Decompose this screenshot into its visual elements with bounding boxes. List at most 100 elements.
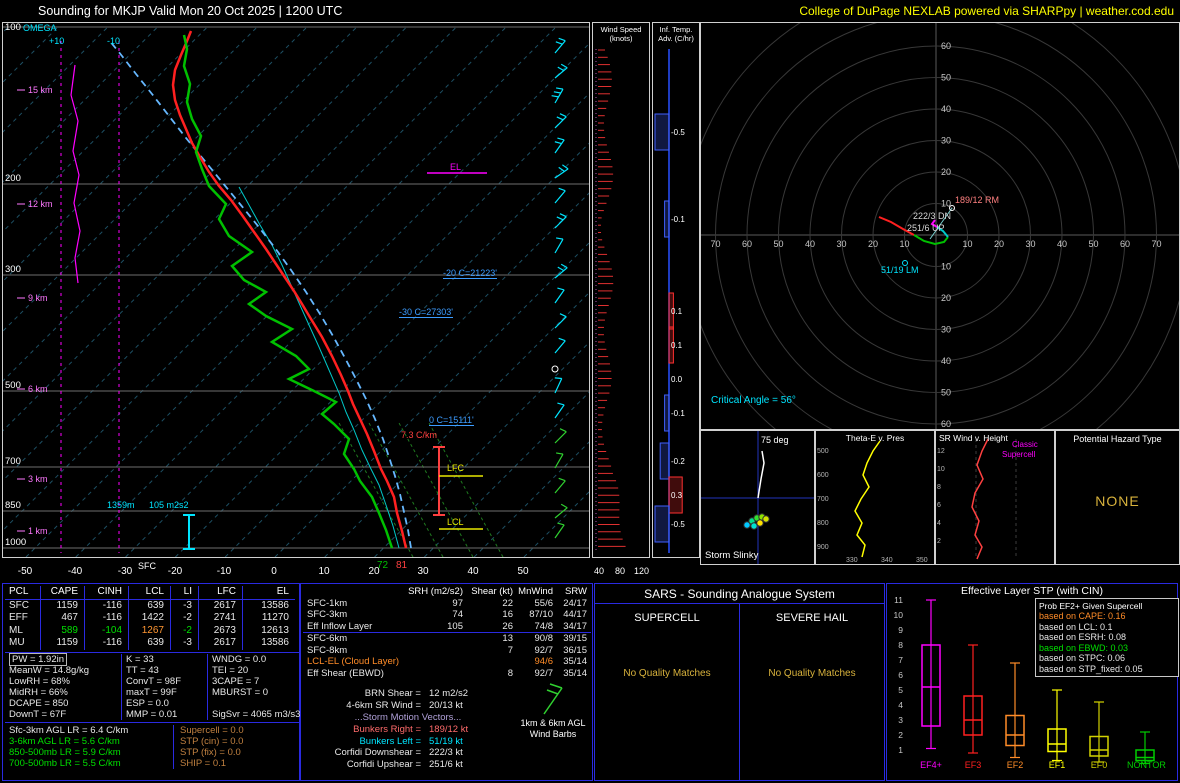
shear-value: 26 bbox=[502, 620, 513, 632]
shear-value: 8 bbox=[507, 667, 513, 679]
slinky-dot bbox=[750, 522, 758, 530]
parcel-value: -104 bbox=[85, 624, 129, 637]
hodograph-ring-label: 30 bbox=[1025, 239, 1035, 249]
storm-motion-label: 222/3 DN bbox=[913, 211, 951, 221]
hodograph-ring-label: 50 bbox=[1088, 239, 1098, 249]
srwind-y-tick: 2 bbox=[937, 538, 941, 545]
advection-value: -0.1 bbox=[671, 409, 685, 418]
hodograph-ring-label: 20 bbox=[868, 239, 878, 249]
parcel-header: EL bbox=[243, 586, 295, 600]
skewt-plot bbox=[3, 26, 589, 557]
advection-bar bbox=[668, 476, 683, 514]
hazard-title: Potential Hazard Type bbox=[1073, 434, 1162, 444]
index-value: TT = 43 bbox=[126, 665, 159, 676]
parcel-value: 1159 bbox=[41, 599, 85, 612]
temp-axis-label: 10 bbox=[318, 566, 330, 577]
indices-column: K = 33 TT = 43 ConvT = 98F maxT = 99F ESP = … bbox=[121, 654, 208, 720]
parcel-value: 13586 bbox=[261, 637, 289, 648]
hodograph-ring bbox=[841, 140, 1031, 330]
advection-bar bbox=[654, 505, 670, 543]
shear-value: 16 bbox=[502, 609, 513, 620]
parcel-value: -2 bbox=[171, 612, 199, 625]
wind-panel-title: Wind Speed bbox=[600, 25, 642, 34]
isotherm-line bbox=[25, 26, 557, 557]
hodograph-ring-label: 70 bbox=[710, 239, 720, 249]
stp-legend: Prob EF2+ Given Supercell based on CAPE: … bbox=[1035, 598, 1179, 677]
shear-value bbox=[401, 645, 467, 657]
shear-value: 97 bbox=[452, 597, 463, 609]
index-value: ConvT = 98F bbox=[126, 676, 182, 687]
skewt-annotation: 7.3 C/km bbox=[401, 430, 438, 440]
hodograph-trace bbox=[936, 226, 949, 238]
isotherm-line bbox=[3, 26, 457, 482]
barb-note-line2: Wind Barbs bbox=[529, 729, 577, 739]
dewpoint-trace bbox=[182, 34, 394, 549]
stp-category-label: EF0 bbox=[1090, 760, 1108, 770]
slinky-heading: 75 deg bbox=[761, 435, 789, 445]
kinematic-row: 4-6km SR Wind = 20/13 kt bbox=[346, 699, 463, 711]
hodograph-ring-label: 30 bbox=[941, 136, 951, 146]
wind-barb bbox=[554, 263, 568, 279]
composite-value: STP (fix) = 0.0 bbox=[180, 747, 241, 758]
temp-axis-label: -20 bbox=[167, 566, 183, 577]
calm-wind-marker bbox=[551, 365, 559, 373]
parcel-value: 2741 bbox=[199, 612, 243, 625]
srwind-y-tick: 12 bbox=[937, 448, 945, 455]
stp-y-tick: 6 bbox=[898, 670, 903, 680]
hodograph-ring-label: 10 bbox=[899, 239, 909, 249]
parcel-header: CINH bbox=[85, 586, 129, 600]
wind-barb bbox=[554, 63, 568, 79]
shear-header: SRW bbox=[565, 586, 587, 597]
slinky-dot bbox=[743, 521, 751, 529]
moist-adiabat-line bbox=[338, 422, 414, 557]
kinematics-section: SRH (m2/s2) Shear (kt) MnWind SRW SFC-1km 97 2… bbox=[300, 583, 593, 781]
advection-value: -0.2 bbox=[671, 457, 685, 466]
wind-barb-note: 1km & 6km AGL Wind Barbs bbox=[515, 682, 591, 740]
shear-value: 34/17 bbox=[563, 620, 587, 632]
shear-value: 74 bbox=[452, 609, 463, 620]
stp-y-tick: 4 bbox=[898, 700, 903, 710]
hazard-panel: Potential Hazard Type NONE bbox=[1055, 430, 1180, 565]
index-value: DownT = 67F bbox=[9, 709, 67, 720]
hodograph-ring-label: 10 bbox=[962, 239, 972, 249]
hodograph-trace bbox=[878, 216, 915, 236]
isotherm-line bbox=[3, 26, 308, 332]
thetae-x-tick: 330 bbox=[846, 557, 858, 564]
shear-value: 13 bbox=[467, 632, 517, 645]
slinky-label: Storm Slinky bbox=[705, 550, 759, 561]
indices-table: PW = 1.92in MeanW = 14.8g/kg LowRH = 68% Mi… bbox=[5, 652, 300, 721]
shear-value: 44/17 bbox=[563, 609, 587, 620]
storm-motion-row: Bunkers Right = 189/12 kt bbox=[353, 724, 469, 735]
parcel-value: 13586 bbox=[261, 599, 289, 611]
parcel-value: 11270 bbox=[261, 612, 289, 623]
wind-barb bbox=[551, 87, 564, 104]
hodograph-ring-label: 50 bbox=[941, 73, 951, 83]
hodograph-ring-label: 50 bbox=[941, 388, 951, 398]
height-label: 12 km bbox=[28, 199, 53, 209]
wind-barb bbox=[554, 428, 567, 444]
stp-y-tick: 5 bbox=[898, 685, 903, 695]
isotherm-line bbox=[274, 242, 589, 557]
parcel-trace bbox=[108, 39, 412, 549]
stp-y-tick: 3 bbox=[898, 715, 903, 725]
temp-axis-label: 50 bbox=[517, 566, 529, 577]
slinky-motion-line bbox=[757, 450, 765, 499]
hodograph-trace bbox=[913, 234, 949, 246]
shear-value: 35/14 bbox=[563, 667, 587, 679]
index-value bbox=[208, 698, 300, 709]
shear-value bbox=[401, 632, 467, 645]
omega-trace bbox=[70, 64, 81, 284]
srwind-y-tick: 10 bbox=[937, 466, 945, 473]
composite-column: Supercell = 0.0 STP (cin) = 0.0 STP (fix) … bbox=[173, 725, 298, 769]
stp-y-tick: 9 bbox=[898, 625, 903, 635]
stp-legend-row: based on CAPE: 0.16 bbox=[1039, 611, 1126, 621]
stp-boxplot bbox=[963, 644, 983, 754]
omega-plus-label: +10 bbox=[49, 36, 65, 46]
shear-row-label: SFC-6km bbox=[303, 632, 401, 645]
kinematic-row: BRN Shear = 12 m2/s2 bbox=[364, 688, 469, 699]
advection-bar bbox=[664, 200, 670, 238]
shear-value: 22 bbox=[502, 597, 513, 609]
wind-barb bbox=[554, 237, 564, 254]
slinky-dot bbox=[756, 519, 764, 527]
hodograph-ring-label: 40 bbox=[1057, 239, 1067, 249]
